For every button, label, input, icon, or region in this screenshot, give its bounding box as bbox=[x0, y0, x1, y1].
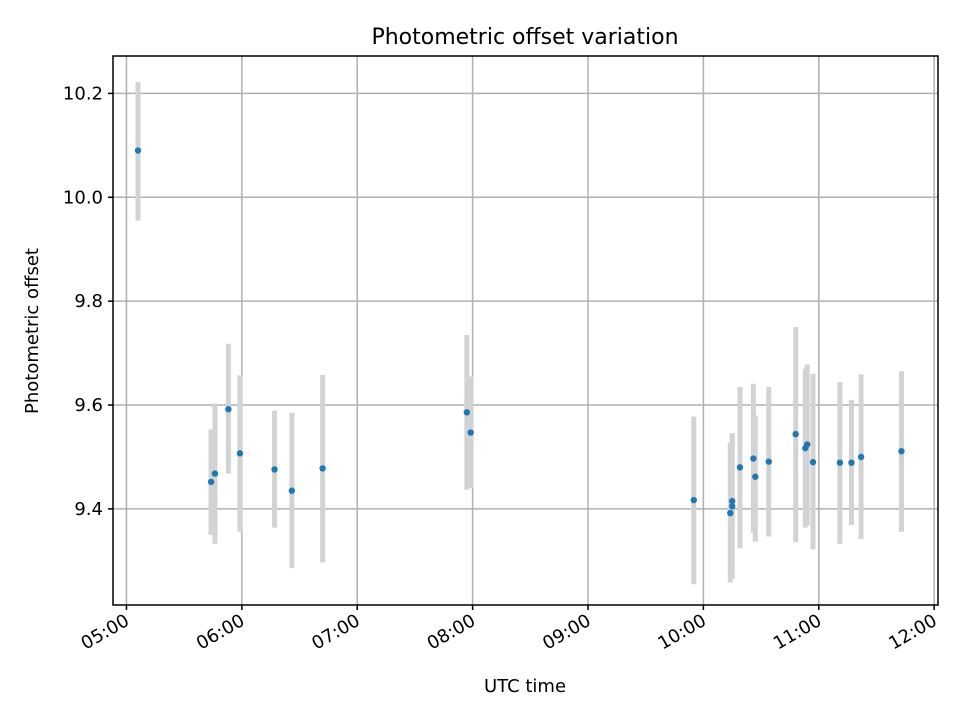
data-point bbox=[211, 470, 219, 477]
data-point bbox=[467, 429, 474, 436]
data-point bbox=[792, 430, 799, 438]
y-tick-label: 10.0 bbox=[63, 187, 103, 208]
data-point bbox=[463, 409, 471, 416]
data-point bbox=[134, 147, 142, 154]
data-point bbox=[236, 450, 244, 457]
data-point bbox=[690, 496, 697, 504]
data-point bbox=[271, 466, 278, 473]
data-point bbox=[765, 458, 772, 465]
x-tick-label: 12:00 bbox=[885, 610, 940, 654]
data-point bbox=[319, 465, 326, 472]
x-tick-label: 10:00 bbox=[654, 610, 709, 654]
x-tick-label: 05:00 bbox=[78, 610, 133, 654]
grid-layer bbox=[113, 56, 938, 605]
data-point bbox=[727, 509, 734, 517]
x-tick-label: 09:00 bbox=[539, 610, 594, 654]
y-tick-label: 9.4 bbox=[74, 499, 103, 520]
y-tick-label: 10.2 bbox=[63, 83, 103, 104]
data-point bbox=[225, 405, 232, 413]
data-point bbox=[836, 459, 844, 466]
y-axis-label: Photometric offset bbox=[22, 248, 43, 414]
data-point bbox=[804, 441, 811, 448]
data-point bbox=[207, 478, 215, 486]
data-point bbox=[750, 455, 757, 462]
data-point bbox=[729, 503, 736, 510]
chart-title: Photometric offset variation bbox=[371, 25, 678, 50]
x-tick-label: 06:00 bbox=[193, 610, 248, 654]
x-axis-label: UTC time bbox=[484, 676, 566, 697]
data-point bbox=[898, 448, 905, 455]
x-tick-label: 07:00 bbox=[308, 610, 363, 654]
data-point bbox=[848, 459, 855, 466]
x-tick-label: 11:00 bbox=[770, 610, 825, 654]
x-tick-label: 08:00 bbox=[424, 610, 479, 654]
data-point bbox=[857, 453, 865, 461]
y-tick-label: 9.6 bbox=[74, 395, 103, 416]
data-point bbox=[736, 464, 744, 471]
data-point bbox=[752, 473, 759, 480]
point-layer bbox=[134, 147, 905, 517]
data-point bbox=[729, 497, 736, 505]
plot-frame bbox=[112, 55, 939, 606]
data-point bbox=[288, 487, 296, 494]
y-tick-label: 9.8 bbox=[74, 291, 103, 312]
data-point bbox=[809, 458, 817, 466]
